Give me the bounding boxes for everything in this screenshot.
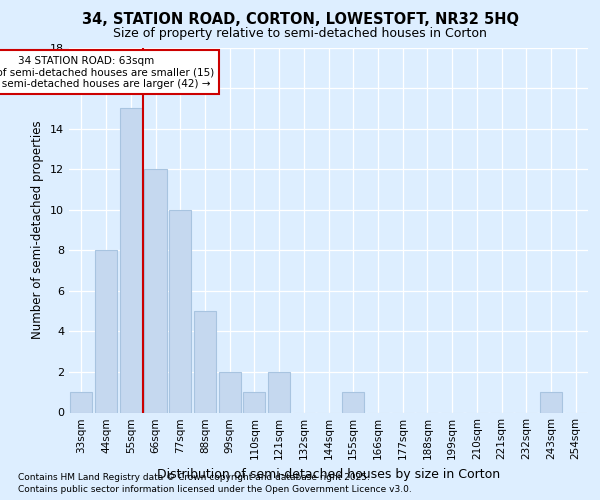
Text: Size of property relative to semi-detached houses in Corton: Size of property relative to semi-detach…	[113, 28, 487, 40]
X-axis label: Distribution of semi-detached houses by size in Corton: Distribution of semi-detached houses by …	[157, 468, 500, 481]
Bar	[218, 372, 241, 412]
Bar	[342, 392, 364, 412]
Bar	[95, 250, 117, 412]
Text: 34 STATION ROAD: 63sqm
← 26% of semi-detached houses are smaller (15)
74% of sem: 34 STATION ROAD: 63sqm ← 26% of semi-det…	[0, 56, 214, 89]
Bar	[243, 392, 265, 412]
Bar	[194, 311, 216, 412]
Bar	[145, 169, 167, 412]
Bar	[119, 108, 142, 412]
Text: 34, STATION ROAD, CORTON, LOWESTOFT, NR32 5HQ: 34, STATION ROAD, CORTON, LOWESTOFT, NR3…	[82, 12, 518, 28]
Text: Contains HM Land Registry data © Crown copyright and database right 2025.: Contains HM Land Registry data © Crown c…	[18, 472, 370, 482]
Text: Contains public sector information licensed under the Open Government Licence v3: Contains public sector information licen…	[18, 485, 412, 494]
Bar	[268, 372, 290, 412]
Bar	[70, 392, 92, 412]
Y-axis label: Number of semi-detached properties: Number of semi-detached properties	[31, 120, 44, 340]
Bar	[169, 210, 191, 412]
Bar	[540, 392, 562, 412]
